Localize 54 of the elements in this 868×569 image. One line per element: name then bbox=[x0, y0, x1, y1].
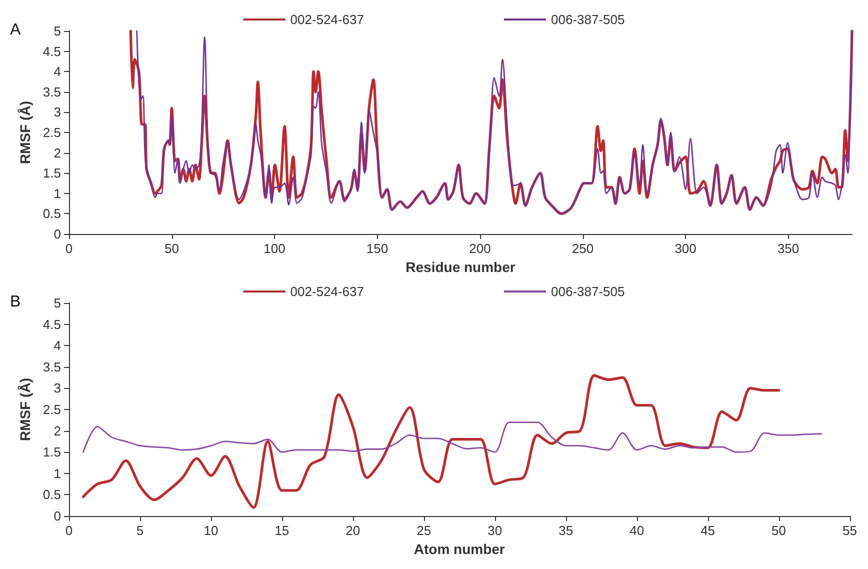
y-tick-label: 4 bbox=[54, 338, 61, 354]
y-tick-label: 0.5 bbox=[42, 487, 61, 502]
legend-label: 002-524-637 bbox=[290, 12, 364, 27]
y-tick-label: 5 bbox=[54, 24, 61, 38]
y-tick-label: 0.5 bbox=[42, 206, 61, 222]
x-tick-label: 45 bbox=[700, 523, 716, 538]
y-tick-label: 4.5 bbox=[42, 44, 61, 59]
line-series bbox=[82, 374, 780, 509]
y-tick-label: 1 bbox=[54, 186, 61, 201]
x-tick-label: 0 bbox=[65, 241, 73, 256]
y-tick-label: 2.5 bbox=[42, 125, 61, 140]
y-tick-label: 3.5 bbox=[42, 84, 61, 100]
x-tick-label: 55 bbox=[842, 523, 858, 538]
y-tick-label: 3 bbox=[54, 380, 61, 396]
x-axis-title: Residue number bbox=[406, 258, 516, 275]
x-tick-label: 15 bbox=[274, 523, 290, 538]
x-tick-label: 300 bbox=[674, 241, 696, 256]
legend-label: 002-524-637 bbox=[290, 284, 364, 299]
y-tick-label: 3 bbox=[54, 104, 61, 120]
x-tick-label: 0 bbox=[65, 523, 73, 538]
y-tick-label: 2 bbox=[54, 145, 61, 160]
y-tick-label: 0 bbox=[54, 226, 61, 242]
y-tick-label: 1.5 bbox=[42, 444, 61, 460]
text: A bbox=[10, 22, 21, 38]
y-tick-label: 2.5 bbox=[42, 402, 61, 417]
x-tick-label: 10 bbox=[204, 523, 218, 538]
y-tick-label: 2 bbox=[54, 423, 61, 438]
x-tick-label: 40 bbox=[630, 523, 644, 538]
x-tick-label: 100 bbox=[264, 241, 286, 256]
line-series bbox=[82, 422, 822, 453]
legend-label: 006-387-505 bbox=[551, 284, 625, 299]
y-tick-label: 4.5 bbox=[42, 316, 61, 332]
y-tick-label: 0 bbox=[54, 508, 61, 524]
x-tick-label: 5 bbox=[136, 523, 144, 538]
x-tick-label: 35 bbox=[558, 523, 574, 538]
y-axis-title: RMSF (Å) bbox=[17, 101, 34, 164]
x-tick-label: 25 bbox=[416, 523, 432, 538]
x-axis-title: Atom number bbox=[414, 540, 506, 557]
x-tick-label: 250 bbox=[572, 241, 594, 256]
x-tick-label: 50 bbox=[164, 241, 179, 256]
legend-label: 006-387-505 bbox=[551, 12, 625, 27]
x-tick-label: 20 bbox=[346, 523, 360, 538]
x-tick-label: 30 bbox=[488, 523, 502, 538]
x-tick-label: 350 bbox=[777, 241, 800, 256]
y-tick-label: 4 bbox=[54, 64, 61, 80]
x-tick-label: 150 bbox=[366, 241, 388, 256]
y-axis-title: RMSF (Å) bbox=[17, 378, 34, 441]
text: B bbox=[10, 294, 21, 310]
x-tick-label: 200 bbox=[469, 241, 491, 256]
x-tick-label: 50 bbox=[772, 523, 786, 538]
y-tick-label: 3.5 bbox=[42, 359, 61, 374]
y-tick-label: 1 bbox=[54, 466, 61, 481]
y-tick-label: 5 bbox=[54, 296, 61, 310]
y-tick-label: 1.5 bbox=[42, 166, 61, 181]
